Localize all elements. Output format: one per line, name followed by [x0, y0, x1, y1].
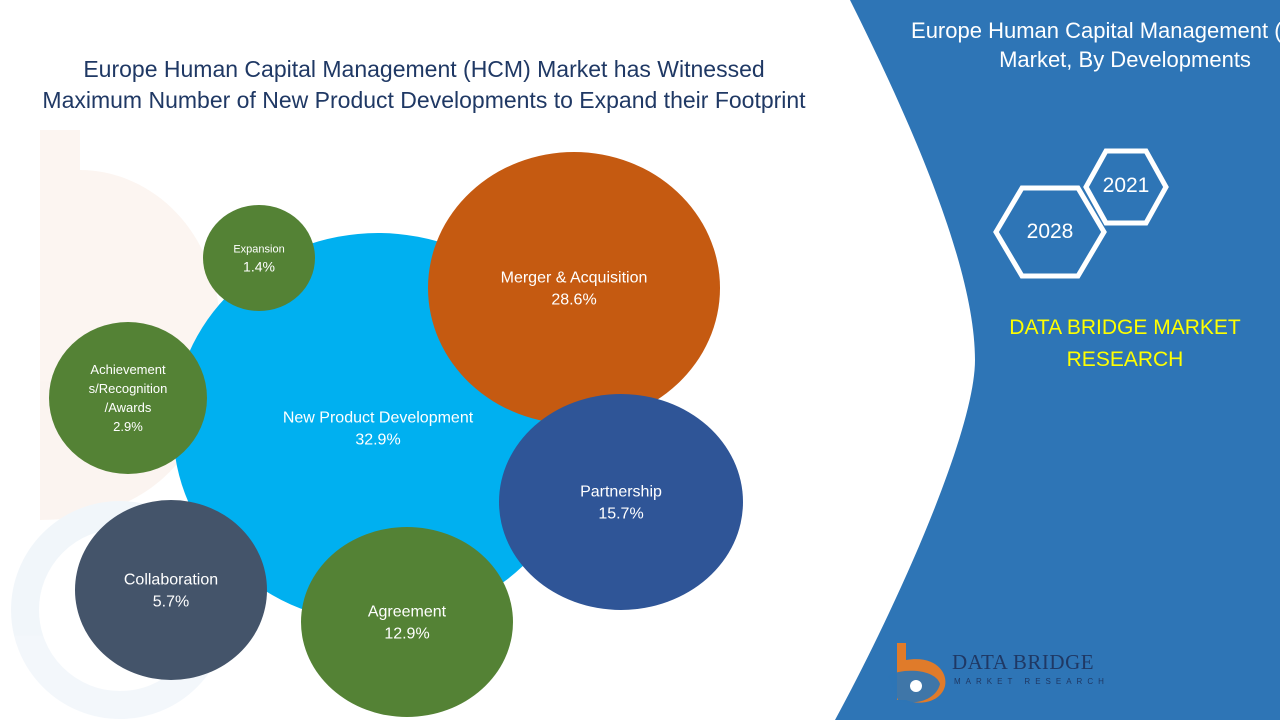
side-panel-title: Europe Human Capital Management (HCM) Ma… [911, 18, 1280, 72]
bubble-merger-acquisition: Merger & Acquisition 28.6% [428, 152, 720, 424]
year-end-label: 2028 [1026, 220, 1074, 243]
chart-title: Europe Human Capital Management (HCM) Ma… [42, 56, 806, 113]
bubble-achievements-recognition-awards: Achievement s/Recognition/Awards 2.9% [49, 322, 207, 474]
bubble-label-agreement: Agreement [368, 604, 447, 621]
bubble-label-collaboration: Collaboration [124, 572, 218, 589]
bubble-label-partnership: Partnership [580, 484, 662, 501]
bubble-shape-achievements-recognition-awards [49, 322, 207, 474]
logo-subtext: MARKET RESEARCH [954, 677, 1109, 686]
bubble-agreement: Agreement 12.9% [301, 527, 513, 717]
bubble-value-achievements-recognition-awards: 2.9% [113, 419, 143, 434]
bubble-chart: New Product Development 32.9% Merger & Acq… [49, 152, 743, 717]
bubble-value-expansion: 1.4% [243, 258, 275, 274]
bubble-label-new-product-development: New Product Development [283, 410, 474, 427]
bubble-value-collaboration: 5.7% [153, 594, 189, 611]
year-start-label: 2021 [1102, 174, 1150, 197]
bubble-partnership: Partnership 15.7% [499, 394, 743, 610]
year-hexagons [993, 148, 1169, 279]
bubble-shape-agreement [301, 527, 513, 717]
bubble-value-merger-acquisition: 28.6% [551, 292, 596, 309]
bubble-shape-expansion [203, 205, 315, 311]
bubble-value-agreement: 12.9% [384, 626, 429, 643]
bubble-label-achievements-recognition-awards: s/Recognition [89, 381, 168, 396]
bubble-collaboration: Collaboration 5.7% [75, 500, 267, 680]
bubble-label-expansion: Expansion [233, 243, 284, 255]
bubble-label-achievements-recognition-awards: /Awards [105, 400, 152, 415]
side-panel-background [835, 0, 1280, 720]
bubble-expansion: Expansion 1.4% [203, 205, 315, 311]
bubble-shape-collaboration [75, 500, 267, 680]
brand-name: DATA BRIDGE MARKET RESEARCH [1009, 316, 1241, 371]
brand-logo-mark [888, 643, 946, 703]
bubble-value-new-product-development: 32.9% [355, 432, 400, 449]
bubble-value-partnership: 15.7% [598, 506, 643, 523]
bubble-label-merger-acquisition: Merger & Acquisition [501, 270, 648, 287]
hexagon-2028 [993, 185, 1107, 279]
hexagon-2021 [1083, 148, 1169, 226]
bubble-label-achievements-recognition-awards: Achievement [90, 362, 166, 377]
bubble-shape-merger-acquisition [428, 152, 720, 424]
bubble-shape-partnership [499, 394, 743, 610]
logo-text: DATA BRIDGE [952, 650, 1095, 674]
